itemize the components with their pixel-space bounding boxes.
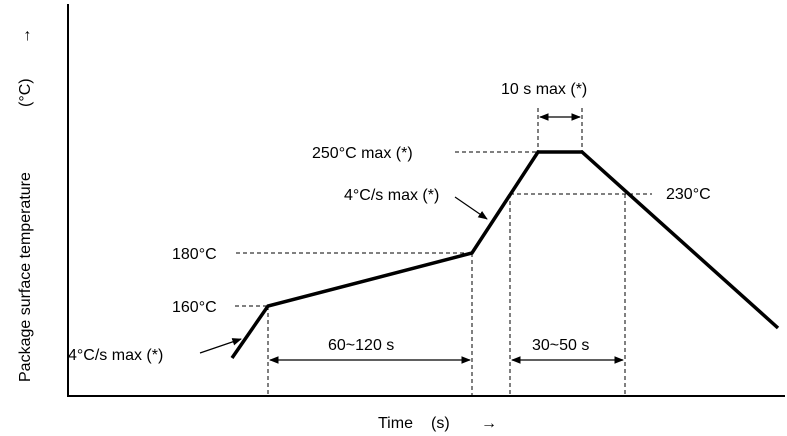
x-axis-label: Time: [378, 415, 413, 432]
peak-duration-label: 10 s max (*): [501, 81, 587, 98]
ramp-rate-high-leader: [454, 196, 488, 220]
ramp-rate-low-label: 4°C/s max (*): [68, 347, 163, 364]
temp-230-label: 230°C: [666, 186, 711, 203]
temperature-profile-line: [230, 150, 780, 359]
temp-180-label: 180°C: [172, 246, 217, 263]
y-axis-arrow: →: [17, 28, 34, 44]
above-230-duration-label: 30~50 s: [532, 337, 589, 354]
y-axis-unit: (°C): [17, 78, 34, 107]
x-axis-arrow: →: [481, 415, 497, 432]
x-axis-unit: (s): [431, 415, 450, 432]
temp-160-label: 160°C: [172, 299, 217, 316]
ramp-rate-low-leader: [199, 338, 242, 354]
temp-peak-label: 250°C max (*): [312, 145, 413, 162]
ramp-rate-high-label: 4°C/s max (*): [344, 187, 439, 204]
y-axis-label: Package surface temperature: [17, 172, 34, 382]
preheat-duration-label: 60~120 s: [328, 337, 394, 354]
